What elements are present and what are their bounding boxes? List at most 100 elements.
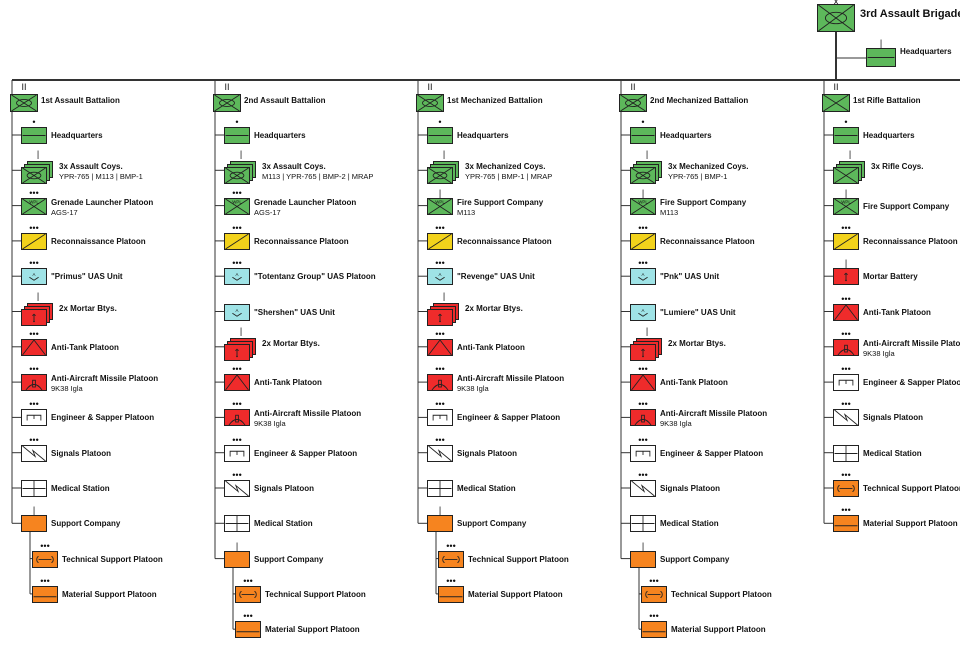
unit-symbol bbox=[224, 409, 250, 427]
unit-label: Anti-Aircraft Missile Platoon 9K38 Igla bbox=[660, 409, 767, 428]
unit-label: 2x Mortar Btys. bbox=[465, 304, 523, 314]
unit-symbol bbox=[21, 127, 47, 144]
reconnaissance-icon bbox=[630, 232, 656, 250]
medical-icon bbox=[630, 515, 656, 533]
unit-symbol bbox=[21, 338, 47, 356]
unit-label: Technical Support Platoon bbox=[468, 555, 569, 565]
unit-equipment: M113 | YPR-765 | BMP-2 | MRAP bbox=[262, 172, 374, 182]
echelon-marker: ••• bbox=[841, 470, 851, 480]
brigade-hq-symbol bbox=[866, 48, 896, 67]
support-icon bbox=[224, 550, 250, 568]
mechanized-infantry-icon bbox=[630, 167, 656, 185]
echelon-marker: ••• bbox=[435, 364, 445, 375]
unit-name: 2x Mortar Btys. bbox=[59, 303, 117, 313]
echelon-marker: ••• bbox=[435, 258, 445, 269]
unit-label: Medical Station bbox=[51, 484, 110, 494]
unit-label: Anti-Aircraft Missile Platoon 9K38 Igla bbox=[457, 374, 564, 393]
echelon-marker: ••• bbox=[841, 399, 851, 410]
unit-name: Engineer & Sapper Platoon bbox=[660, 448, 764, 458]
unit-symbol bbox=[630, 515, 656, 533]
echelon-marker: ••• bbox=[243, 575, 253, 586]
unit-name: Headquarters bbox=[863, 131, 915, 140]
echelon-marker: ••• bbox=[232, 470, 242, 480]
unit-label: "Pnk" UAS Unit bbox=[660, 272, 719, 282]
unit-name: Medical Station bbox=[254, 519, 313, 529]
unit-label: Signals Platoon bbox=[457, 449, 517, 459]
echelon-marker: | bbox=[844, 187, 848, 198]
unit-symbol bbox=[833, 268, 859, 286]
echelon-marker: | bbox=[442, 290, 446, 301]
headquarters-icon bbox=[630, 127, 656, 144]
air-defense-icon bbox=[224, 409, 250, 427]
uas-icon: A bbox=[630, 303, 656, 321]
unit-label: Medical Station bbox=[660, 519, 719, 529]
anti-tank-icon bbox=[224, 374, 250, 392]
echelon-marker: | bbox=[32, 505, 36, 516]
echelon-marker: ••• bbox=[649, 575, 659, 586]
engineer-icon bbox=[21, 409, 47, 427]
echelon-marker: | bbox=[239, 149, 243, 160]
supply-icon bbox=[438, 585, 464, 603]
unit-label: 2nd Mechanized Battalion bbox=[650, 96, 748, 106]
unit-equipment: 9K38 Igla bbox=[863, 348, 895, 358]
brigade-hq-label: Headquarters bbox=[900, 47, 952, 56]
grenade-launcher-icon: WPL bbox=[833, 197, 859, 215]
unit-label: "Totentanz Group" UAS Platoon bbox=[254, 272, 376, 282]
echelon-marker: | bbox=[645, 149, 649, 160]
unit-symbol bbox=[224, 161, 256, 185]
unit-name: Anti-Aircraft Missile Platoon bbox=[254, 409, 362, 419]
svg-text:A: A bbox=[439, 272, 442, 277]
echelon-marker: ••• bbox=[29, 187, 39, 198]
echelon-marker: ••• bbox=[232, 222, 242, 233]
headquarters-icon bbox=[224, 127, 250, 144]
unit-label: Material Support Platoon bbox=[265, 625, 360, 635]
unit-name: 2x Mortar Btys. bbox=[465, 303, 523, 313]
unit-symbol bbox=[427, 480, 453, 497]
unit-label: Mortar Battery bbox=[863, 272, 918, 282]
subunit-symbol bbox=[235, 621, 261, 639]
infantry-mechanized-icon bbox=[10, 94, 38, 112]
mortar-icon bbox=[833, 268, 859, 286]
unit-symbol bbox=[630, 127, 656, 144]
unit-symbol bbox=[630, 161, 662, 185]
echelon-marker: | bbox=[36, 149, 40, 160]
subunit-symbol bbox=[32, 550, 58, 568]
mortar-icon bbox=[427, 308, 453, 326]
unit-name: Medical Station bbox=[863, 448, 922, 458]
echelon-marker: | bbox=[844, 258, 848, 269]
unit-equipment: 9K38 Igla bbox=[660, 419, 692, 429]
echelon-marker: ••• bbox=[243, 611, 253, 622]
unit-symbol: A bbox=[224, 268, 250, 286]
uas-icon: A bbox=[224, 268, 250, 286]
unit-name: Reconnaissance Platoon bbox=[863, 236, 958, 246]
unit-symbol bbox=[21, 161, 53, 185]
unit-label: Signals Platoon bbox=[863, 413, 923, 423]
unit-label: Fire Support Company M113 bbox=[660, 198, 746, 217]
echelon-marker: | bbox=[641, 540, 645, 551]
unit-symbol bbox=[224, 444, 250, 462]
unit-name: Anti-Aircraft Missile Platoon bbox=[51, 374, 159, 384]
brigade-name: 3rd Assault Brigade bbox=[860, 8, 960, 20]
echelon-marker: ••• bbox=[232, 434, 242, 445]
unit-label: Reconnaissance Platoon bbox=[254, 237, 349, 247]
unit-label: Engineer & Sapper Platoon bbox=[660, 449, 763, 459]
svg-text:A: A bbox=[236, 307, 239, 312]
svg-text:WPL: WPL bbox=[232, 199, 242, 204]
unit-equipment: YPR-765 | BMP-1 | MRAP bbox=[465, 172, 553, 182]
medical-icon bbox=[21, 480, 47, 497]
air-defense-icon bbox=[630, 409, 656, 427]
unit-name: Medical Station bbox=[51, 484, 110, 493]
echelon-marker: | bbox=[235, 540, 239, 551]
unit-label: Medical Station bbox=[254, 519, 313, 529]
unit-symbol bbox=[224, 337, 256, 361]
echelon-marker: ••• bbox=[40, 575, 50, 586]
unit-name: 3x Mechanized Coys. bbox=[668, 162, 749, 172]
echelon-marker: ••• bbox=[29, 222, 39, 233]
svg-text:WPL: WPL bbox=[841, 199, 851, 204]
unit-symbol bbox=[21, 374, 47, 392]
unit-label: 1st Rifle Battalion bbox=[853, 96, 921, 106]
unit-symbol bbox=[833, 480, 859, 497]
echelon-marker: • bbox=[844, 117, 848, 127]
signals-icon bbox=[630, 480, 656, 497]
unit-symbol bbox=[427, 338, 453, 356]
